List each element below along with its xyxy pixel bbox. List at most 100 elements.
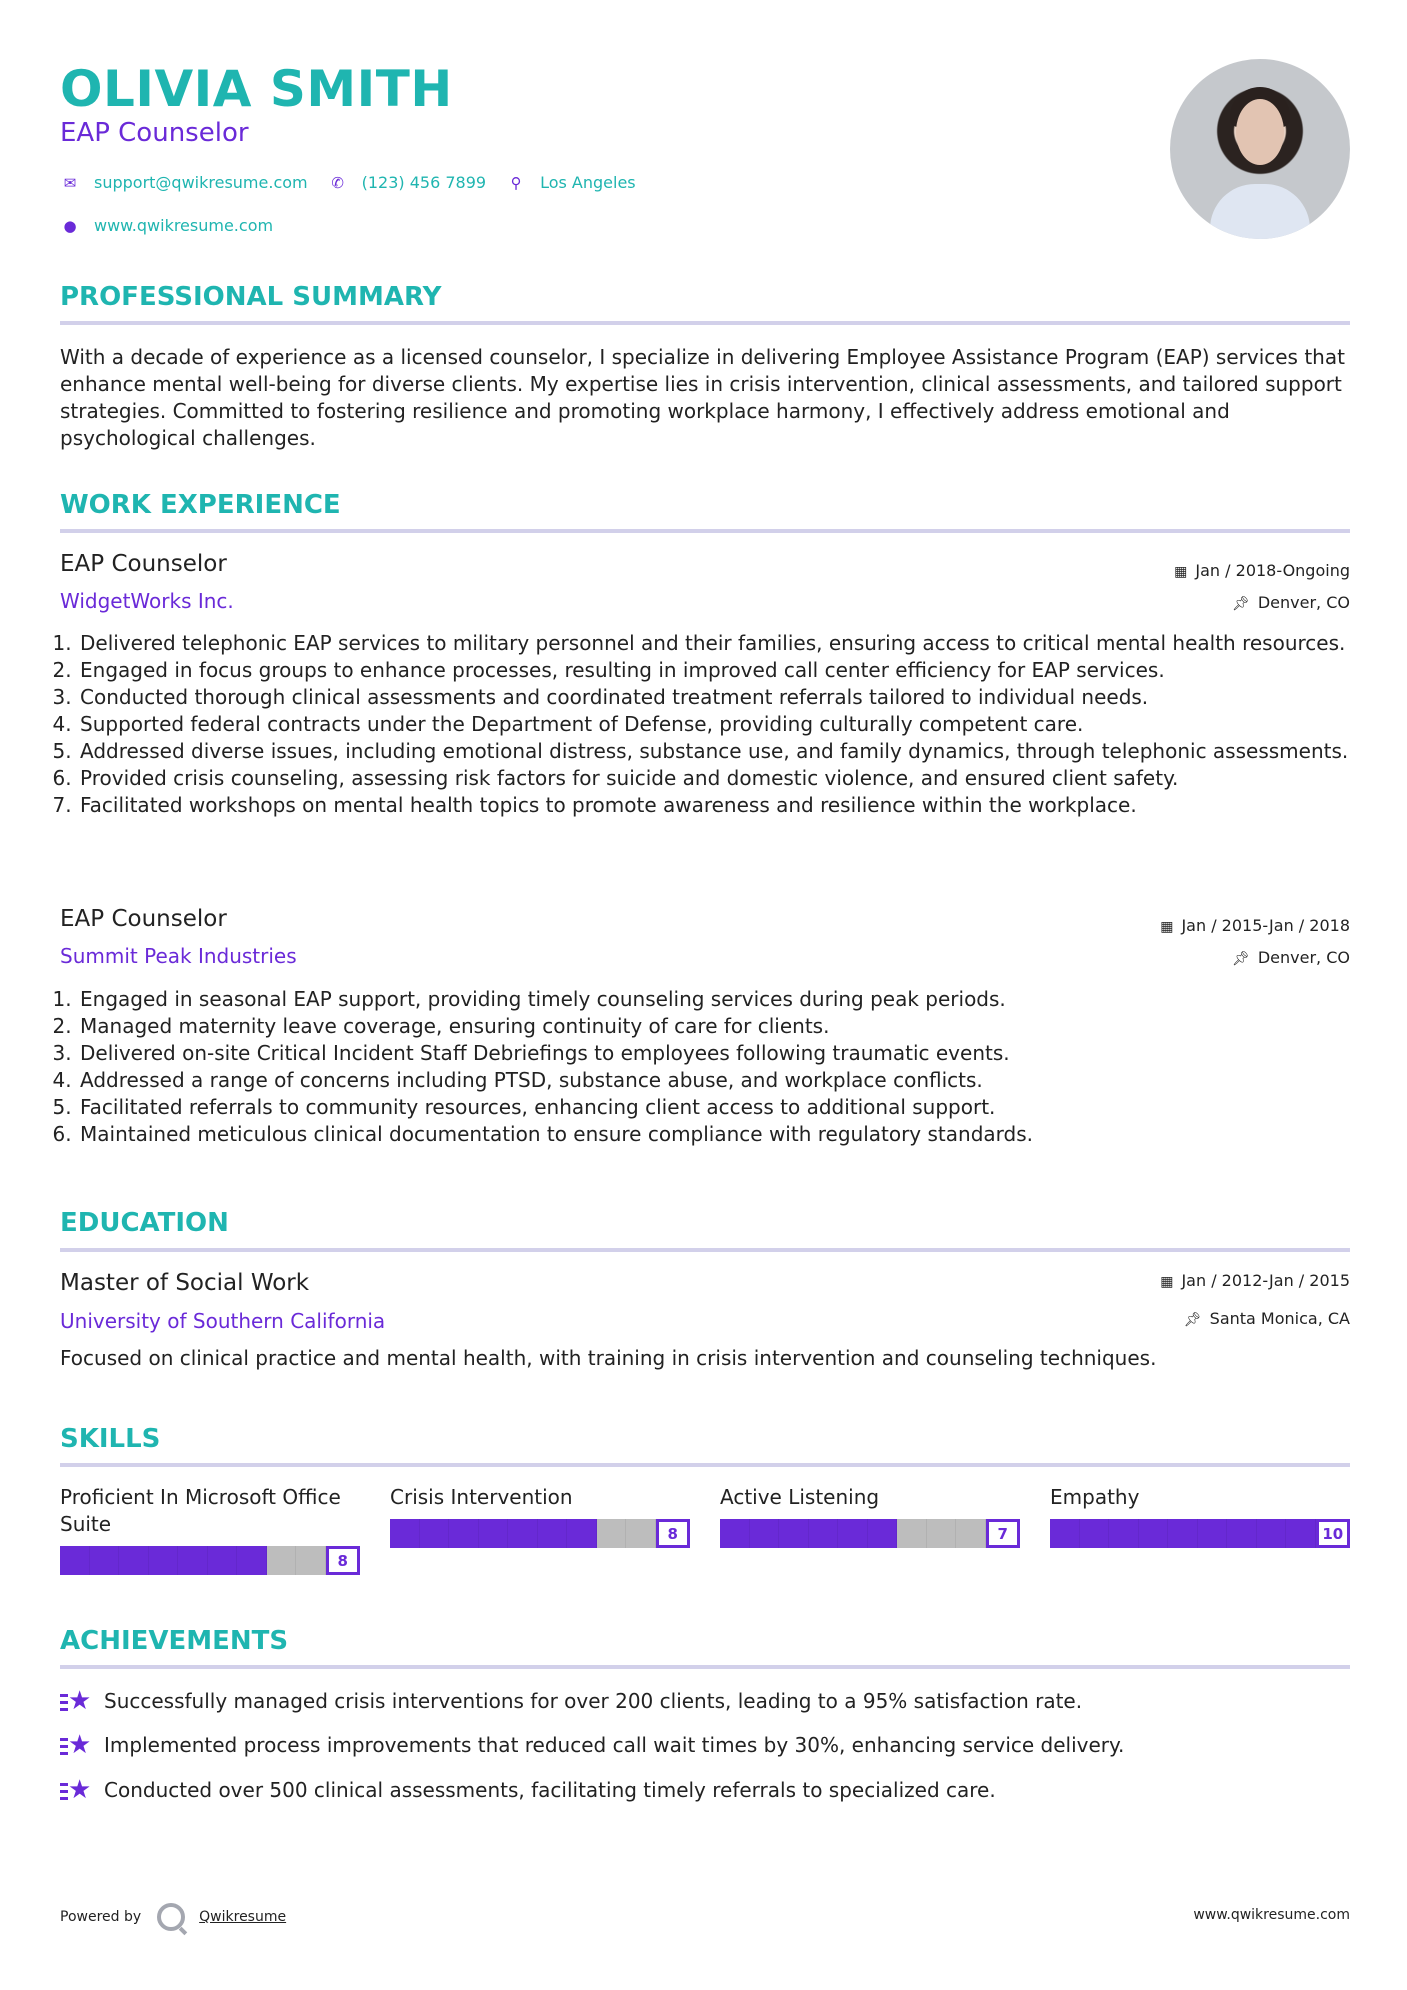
skill-segment-filled: [419, 1519, 449, 1548]
list-item: Engaged in focus groups to enhance proce…: [78, 657, 1350, 684]
skill-segment-filled: [1227, 1519, 1257, 1548]
list-item: Maintained meticulous clinical documenta…: [78, 1121, 1350, 1148]
job-2-dates-text: Jan / 2015-Jan / 2018: [1181, 916, 1350, 935]
list-item: Addressed diverse issues, including emot…: [78, 738, 1350, 765]
divider: [60, 1248, 1350, 1252]
skill-segment-empty: [926, 1519, 956, 1548]
star-icon: ★: [60, 1775, 104, 1805]
divider: [60, 1665, 1350, 1669]
education-location: 📌︎ Santa Monica, CA: [1184, 1309, 1350, 1328]
skill-segment-filled: [567, 1519, 597, 1548]
job-1-location-text: Denver, CO: [1257, 593, 1350, 612]
skill-segment-empty: [956, 1519, 986, 1548]
qwikresume-logo-icon: [157, 1903, 186, 1931]
skill-segment-filled: [449, 1519, 479, 1548]
job-2-title: EAP Counselor: [60, 906, 227, 932]
skill-item: Empathy 10: [1050, 1484, 1350, 1548]
divider: [60, 321, 1350, 325]
globe-icon: ●: [63, 216, 77, 235]
list-item: Delivered on-site Critical Incident Staf…: [78, 1040, 1350, 1067]
summary-heading: PROFESSIONAL SUMMARY: [60, 282, 442, 312]
website-row: ● www.qwikresume.com: [60, 216, 293, 235]
education-dates: ▦ Jan / 2012-Jan / 2015: [1160, 1271, 1350, 1290]
list-item: Supported federal contracts under the De…: [78, 711, 1350, 738]
skill-name: Active Listening: [720, 1485, 880, 1509]
job-1-bullets: Delivered telephonic EAP services to mil…: [60, 630, 1350, 819]
skill-level-label: 10: [1315, 1519, 1350, 1548]
list-item: Provided crisis counseling, assessing ri…: [78, 765, 1350, 792]
skill-segment-filled: [89, 1546, 119, 1575]
skill-segment-filled: [1256, 1519, 1286, 1548]
skill-name: Empathy: [1050, 1485, 1140, 1509]
skill-segment-filled: [178, 1546, 208, 1575]
school: University of Southern California: [60, 1309, 386, 1333]
skills-heading: SKILLS: [60, 1424, 161, 1454]
skill-segment-empty: [626, 1519, 656, 1548]
skill-name: Proficient In Microsoft Office Suite: [60, 1485, 341, 1536]
skill-segment-filled: [749, 1519, 779, 1548]
job-title: EAP Counselor: [60, 118, 249, 148]
skill-segment-filled: [508, 1519, 538, 1548]
achievement-text: Successfully managed crisis intervention…: [104, 1689, 1083, 1713]
list-item: Facilitated workshops on mental health t…: [78, 792, 1350, 819]
list-item: Managed maternity leave coverage, ensuri…: [78, 1013, 1350, 1040]
skill-segment-filled: [779, 1519, 809, 1548]
achievement-text: Conducted over 500 clinical assessments,…: [104, 1778, 996, 1802]
job-1-location: 📌︎ Denver, CO: [1232, 593, 1350, 612]
skill-segment-empty: [596, 1519, 626, 1548]
job-2-bullets: Engaged in seasonal EAP support, providi…: [60, 986, 1350, 1148]
skill-segment-filled: [1197, 1519, 1227, 1548]
pushpin-icon: 📌︎: [1232, 596, 1250, 612]
divider: [60, 1463, 1350, 1467]
skill-bar: 8: [390, 1519, 690, 1548]
experience-heading: WORK EXPERIENCE: [60, 490, 341, 520]
website-link[interactable]: www.qwikresume.com: [94, 216, 274, 235]
job-1-dates: ▦ Jan / 2018-Ongoing: [1174, 561, 1350, 580]
skill-segment-empty: [266, 1546, 296, 1575]
skill-level-label: 7: [985, 1519, 1020, 1548]
contact-row: ✉ support@qwikresume.com ✆ (123) 456 789…: [60, 173, 656, 192]
achievements-heading: ACHIEVEMENTS: [60, 1626, 289, 1656]
skill-segment-empty: [296, 1546, 326, 1575]
list-item: Facilitated referrals to community resou…: [78, 1094, 1350, 1121]
calendar-icon: ▦: [1174, 564, 1188, 580]
skill-segment-filled: [207, 1546, 237, 1575]
skill-level-label: 8: [325, 1546, 360, 1575]
skill-item: Active Listening 7: [720, 1484, 1020, 1548]
divider: [60, 529, 1350, 533]
map-pin-icon: ⚲: [510, 173, 522, 192]
skill-item: Crisis Intervention 8: [390, 1484, 690, 1548]
email-link[interactable]: support@qwikresume.com: [94, 173, 308, 192]
skill-segment-filled: [838, 1519, 868, 1548]
skill-segment-filled: [1286, 1519, 1316, 1548]
calendar-icon: ▦: [1160, 1274, 1174, 1290]
job-1-dates-text: Jan / 2018-Ongoing: [1195, 561, 1350, 580]
degree: Master of Social Work: [60, 1270, 310, 1296]
education-description: Focused on clinical practice and mental …: [60, 1346, 1157, 1370]
education-heading: EDUCATION: [60, 1208, 229, 1238]
skill-bar: 10: [1050, 1519, 1350, 1548]
job-2-dates: ▦ Jan / 2015-Jan / 2018: [1160, 916, 1350, 935]
powered-by-text: Powered by: [60, 1909, 142, 1925]
footer-powered-by: Powered by Qwikresume: [60, 1903, 286, 1931]
skill-level-label: 8: [655, 1519, 690, 1548]
skill-segment-filled: [390, 1519, 420, 1548]
achievement-item: ★ Successfully managed crisis interventio…: [60, 1686, 1082, 1716]
skill-segment-filled: [119, 1546, 149, 1575]
pushpin-icon: 📌︎: [1232, 951, 1250, 967]
job-2-company: Summit Peak Industries: [60, 944, 297, 968]
pushpin-icon: 📌︎: [1183, 1312, 1202, 1328]
skill-segment-filled: [60, 1546, 90, 1575]
phone-text: (123) 456 7899: [361, 173, 487, 192]
achievement-item: ★ Conducted over 500 clinical assessments…: [60, 1775, 996, 1805]
skill-segment-filled: [148, 1546, 178, 1575]
list-item: Delivered telephonic EAP services to mil…: [78, 630, 1350, 657]
footer-website[interactable]: www.qwikresume.com: [1193, 1907, 1350, 1923]
qwikresume-link[interactable]: Qwikresume: [199, 1909, 287, 1925]
skill-bar: 7: [720, 1519, 1020, 1548]
envelope-icon: ✉: [63, 173, 77, 192]
skill-segment-filled: [1109, 1519, 1139, 1548]
skill-bar: 8: [60, 1546, 360, 1575]
candidate-name: OLIVIA SMITH: [60, 60, 453, 118]
star-icon: ★: [60, 1686, 104, 1716]
